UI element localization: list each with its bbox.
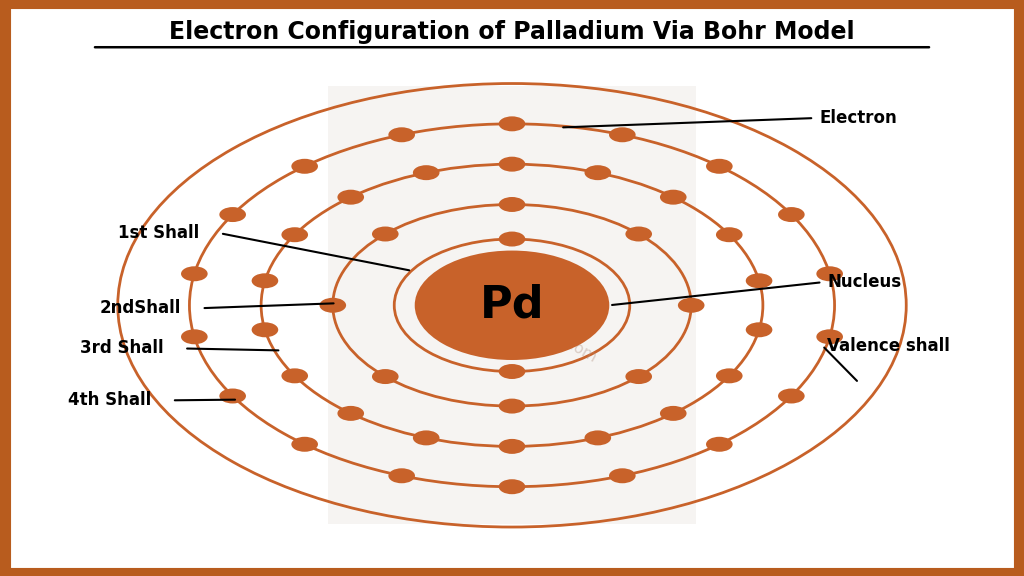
Ellipse shape [716,228,742,242]
Ellipse shape [372,369,398,384]
Ellipse shape [499,116,525,131]
Text: 1st Shall: 1st Shall [119,224,200,242]
Ellipse shape [413,430,439,445]
Ellipse shape [706,159,732,174]
Ellipse shape [585,430,611,445]
Ellipse shape [499,364,525,379]
Ellipse shape [609,468,636,483]
Ellipse shape [778,388,805,403]
Text: Diagramsdaily.com: Diagramsdaily.com [466,279,599,366]
Ellipse shape [252,323,279,338]
Text: Valence shall: Valence shall [827,336,950,355]
Text: Electron: Electron [819,109,897,127]
Ellipse shape [292,159,318,174]
Ellipse shape [338,190,365,204]
Ellipse shape [678,298,705,313]
Ellipse shape [282,227,308,242]
Ellipse shape [252,273,279,288]
Ellipse shape [659,190,686,204]
Ellipse shape [659,406,686,421]
Ellipse shape [219,207,246,222]
Ellipse shape [778,207,805,222]
Ellipse shape [499,197,525,212]
Ellipse shape [499,232,525,247]
Ellipse shape [372,226,398,241]
Ellipse shape [609,127,636,142]
Ellipse shape [745,323,772,338]
Ellipse shape [413,165,439,180]
Ellipse shape [415,251,609,360]
Ellipse shape [499,439,525,454]
Text: Electron Configuration of Palladium Via Bohr Model: Electron Configuration of Palladium Via … [169,20,855,44]
Text: 3rd Shall: 3rd Shall [80,339,164,358]
Ellipse shape [816,329,843,344]
Ellipse shape [716,369,742,384]
Ellipse shape [388,468,415,483]
Ellipse shape [292,437,318,452]
Ellipse shape [181,329,208,344]
Ellipse shape [745,273,772,288]
Ellipse shape [626,369,652,384]
Ellipse shape [181,266,208,281]
Ellipse shape [499,157,525,172]
FancyBboxPatch shape [328,86,696,524]
Ellipse shape [816,266,843,281]
Ellipse shape [319,298,346,313]
Ellipse shape [219,389,246,404]
Ellipse shape [388,127,415,142]
Ellipse shape [499,479,525,494]
Ellipse shape [706,437,732,452]
Ellipse shape [282,369,308,384]
Ellipse shape [338,406,365,421]
Ellipse shape [626,226,652,241]
Text: Nucleus: Nucleus [827,273,901,291]
Text: 4th Shall: 4th Shall [69,391,152,410]
Ellipse shape [585,165,611,180]
Ellipse shape [499,399,525,414]
Text: Pd: Pd [479,284,545,327]
Text: 2ndShall: 2ndShall [100,299,181,317]
